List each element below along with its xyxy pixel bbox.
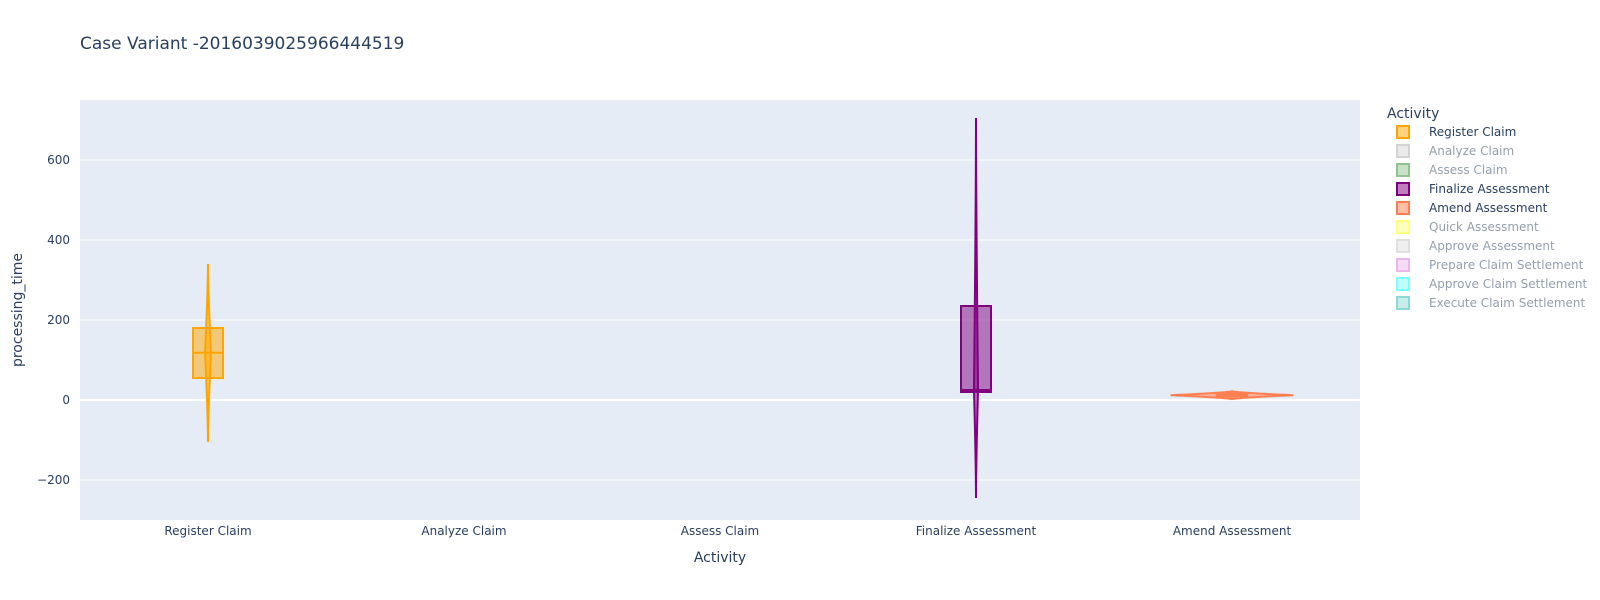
legend-item[interactable]: Analyze Claim bbox=[1396, 144, 1514, 158]
legend-label: Assess Claim bbox=[1429, 163, 1508, 177]
chart-title: Case Variant -2016039025966444519 bbox=[80, 34, 404, 54]
y-tick-label: 400 bbox=[47, 233, 70, 247]
x-axis-title: Activity bbox=[694, 550, 746, 566]
x-tick-label: Register Claim bbox=[164, 524, 251, 538]
legend-label: Prepare Claim Settlement bbox=[1429, 258, 1584, 272]
legend-label: Register Claim bbox=[1429, 125, 1516, 139]
violin-finalize-assessment[interactable] bbox=[960, 117, 992, 499]
legend-swatch bbox=[1396, 258, 1410, 272]
legend-swatch bbox=[1396, 182, 1410, 196]
legend-label: Approve Assessment bbox=[1429, 239, 1555, 253]
legend-label: Quick Assessment bbox=[1429, 220, 1539, 234]
legend-item[interactable]: Prepare Claim Settlement bbox=[1396, 258, 1584, 272]
grid-lines bbox=[80, 159, 1360, 481]
legend-swatch bbox=[1396, 144, 1410, 158]
legend-item[interactable]: Approve Assessment bbox=[1396, 239, 1555, 253]
legend-swatch bbox=[1396, 296, 1410, 310]
x-tick-label: Finalize Assessment bbox=[916, 524, 1037, 538]
y-tick-label: 0 bbox=[62, 393, 70, 407]
y-tick-label: 200 bbox=[47, 313, 70, 327]
x-tick-labels: Register Claim Analyze Claim Assess Claim F… bbox=[164, 524, 1291, 538]
legend-item[interactable]: Assess Claim bbox=[1396, 163, 1508, 177]
legend-label: Approve Claim Settlement bbox=[1429, 277, 1587, 291]
y-tick-labels: −200 0 200 400 600 bbox=[37, 153, 70, 487]
legend-item[interactable]: Finalize Assessment bbox=[1396, 182, 1550, 196]
legend-item[interactable]: Execute Claim Settlement bbox=[1396, 296, 1586, 310]
violin-box bbox=[960, 305, 992, 393]
x-tick-label: Amend Assessment bbox=[1173, 524, 1292, 538]
legend-label: Execute Claim Settlement bbox=[1429, 296, 1586, 310]
legend-swatch bbox=[1396, 201, 1410, 215]
legend-item[interactable]: Amend Assessment bbox=[1396, 201, 1548, 215]
legend-item[interactable]: Register Claim bbox=[1396, 125, 1516, 139]
legend-swatch bbox=[1396, 125, 1410, 139]
legend-label: Amend Assessment bbox=[1429, 201, 1548, 215]
y-tick-label: −200 bbox=[37, 473, 70, 487]
legend-label: Analyze Claim bbox=[1429, 144, 1514, 158]
legend-swatch bbox=[1396, 163, 1410, 177]
legend-title: Activity bbox=[1387, 106, 1439, 122]
x-tick-label: Assess Claim bbox=[681, 524, 760, 538]
x-tick-label: Analyze Claim bbox=[421, 524, 506, 538]
violin-register-claim[interactable] bbox=[192, 263, 224, 443]
legend: Activity Register Claim Analyze Claim Asse… bbox=[1387, 106, 1587, 310]
violin-traces bbox=[192, 117, 1294, 499]
plot-area bbox=[80, 100, 1360, 520]
y-axis-title: processing_time bbox=[10, 253, 26, 367]
violin-amend-assessment[interactable] bbox=[1170, 390, 1294, 401]
y-tick-label: 600 bbox=[47, 153, 70, 167]
legend-label: Finalize Assessment bbox=[1429, 182, 1550, 196]
legend-item[interactable]: Quick Assessment bbox=[1396, 220, 1539, 234]
legend-item[interactable]: Approve Claim Settlement bbox=[1396, 277, 1587, 291]
legend-swatch bbox=[1396, 220, 1410, 234]
legend-swatch bbox=[1396, 239, 1410, 253]
legend-swatch bbox=[1396, 277, 1410, 291]
